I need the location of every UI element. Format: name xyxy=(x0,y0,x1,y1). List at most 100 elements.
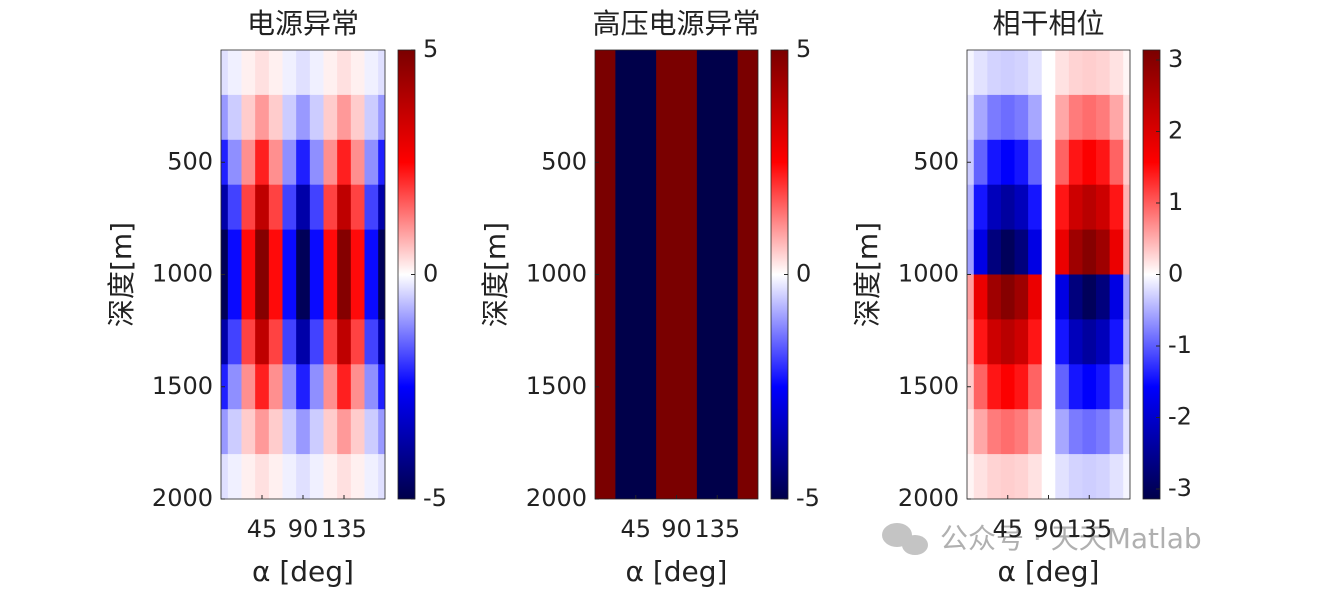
heatmap-cell xyxy=(724,184,739,231)
heatmap-cell xyxy=(1028,274,1043,320)
x-axis-label: α [deg] xyxy=(998,555,1100,588)
heatmap-cell xyxy=(268,364,284,410)
heatmap-cell xyxy=(350,319,366,365)
heatmap-cell xyxy=(241,139,256,186)
heatmap-cell xyxy=(683,274,698,320)
heatmap-cell xyxy=(987,364,1002,410)
heatmap-cell xyxy=(595,274,603,320)
heatmap-cell xyxy=(669,364,684,410)
chart-title: 相干相位 xyxy=(992,7,1104,40)
heatmap-cell xyxy=(227,409,243,455)
heatmap-cell xyxy=(751,50,758,96)
y-tick-label: 1000 xyxy=(898,260,959,288)
colorbar-tick-label: -1 xyxy=(1168,331,1192,359)
x-tick-label: 90 xyxy=(661,515,692,543)
heatmap-cell xyxy=(642,184,657,231)
heatmap-cell xyxy=(1028,50,1043,96)
heatmap-cell xyxy=(1109,274,1124,320)
heatmap-cell xyxy=(227,274,243,320)
heatmap-cell xyxy=(350,229,366,276)
heatmap-cell xyxy=(1014,319,1029,365)
heatmap-cell xyxy=(1041,50,1056,96)
heatmap-cell xyxy=(337,409,352,455)
heatmap-cell xyxy=(255,94,270,141)
heatmap-cell xyxy=(1068,184,1084,231)
heatmap-cell xyxy=(323,229,338,276)
heatmap-cell xyxy=(1028,229,1043,276)
heatmap-cell xyxy=(683,454,698,499)
heatmap-cell xyxy=(601,319,616,365)
heatmap-cell xyxy=(1028,184,1043,231)
x-tick-label: 135 xyxy=(321,515,367,543)
heatmap-cell xyxy=(350,274,366,320)
heatmap-cell xyxy=(683,319,698,365)
heatmap-cell xyxy=(683,409,698,455)
colorbar-tick-label: 1 xyxy=(1168,188,1183,216)
colorbar-tick-label: 5 xyxy=(423,35,438,63)
heatmap-cell xyxy=(323,184,338,231)
heatmap-cell xyxy=(669,274,684,320)
heatmap-cell xyxy=(364,229,379,276)
heatmap-cell xyxy=(241,229,256,276)
heatmap-cell xyxy=(282,274,297,320)
heatmap-cell xyxy=(241,454,256,499)
y-tick-label: 2000 xyxy=(526,484,587,512)
heatmap-cell xyxy=(1109,409,1124,455)
heatmap-cell xyxy=(1068,139,1084,186)
heatmap-cell xyxy=(628,50,644,96)
heatmap-cell xyxy=(1068,409,1084,455)
heatmap-cell xyxy=(601,274,616,320)
heatmap-cell xyxy=(1068,319,1084,365)
heatmap-cell xyxy=(1014,274,1029,320)
heatmap-cell xyxy=(1096,319,1111,365)
heatmap-cell xyxy=(296,454,311,499)
heatmap-cell xyxy=(1041,364,1056,410)
heatmap-cell xyxy=(615,454,630,499)
heatmap-cell xyxy=(656,50,671,96)
heatmap-cells xyxy=(595,50,758,499)
heatmap-cell xyxy=(1028,454,1043,499)
heatmap-cell xyxy=(323,409,338,455)
heatmap-cell xyxy=(364,50,379,96)
heatmap-cell xyxy=(337,184,352,231)
colorbar-tick-label: 2 xyxy=(1168,117,1183,145)
heatmap-cell xyxy=(696,229,712,276)
heatmap-cell xyxy=(669,229,684,276)
heatmap-cell xyxy=(255,184,270,231)
heatmap-cell xyxy=(221,274,229,320)
heatmap-cell xyxy=(268,184,284,231)
y-tick-label: 500 xyxy=(913,147,959,175)
heatmap-cell xyxy=(987,319,1002,365)
heatmap-cell xyxy=(364,94,379,141)
heatmap-cell xyxy=(737,409,752,455)
heatmap-cell xyxy=(1068,94,1084,141)
heatmap-cell xyxy=(973,50,988,96)
heatmap-cell xyxy=(751,94,758,141)
heatmap-cell xyxy=(615,94,630,141)
heatmap-cell xyxy=(241,274,256,320)
heatmap-cell xyxy=(221,319,229,365)
heatmap-cell xyxy=(323,139,338,186)
heatmap-cell xyxy=(642,229,657,276)
heatmap-cell xyxy=(696,139,712,186)
heatmap-cell xyxy=(628,184,644,231)
heatmap-cell xyxy=(350,184,366,231)
heatmap-cell xyxy=(595,409,603,455)
heatmap-cell xyxy=(656,319,671,365)
heatmap-cell xyxy=(737,229,752,276)
heatmap-cell xyxy=(255,319,270,365)
heatmap-cell xyxy=(973,94,988,141)
heatmap-cell xyxy=(268,319,284,365)
heatmap-cell xyxy=(282,409,297,455)
heatmap-cell xyxy=(710,94,725,141)
heatmap-cell xyxy=(337,50,352,96)
heatmap-cell xyxy=(1000,184,1016,231)
watermark: 公众号 · 天天Matlab xyxy=(940,522,1202,555)
heatmap-cell xyxy=(737,274,752,320)
y-tick-label: 1500 xyxy=(898,372,959,400)
y-axis-label: 深度[m] xyxy=(105,222,138,327)
heatmap-cell xyxy=(309,94,325,141)
heatmap-cell xyxy=(1041,274,1056,320)
heatmap-cell xyxy=(350,94,366,141)
heatmap-cell xyxy=(1096,229,1111,276)
